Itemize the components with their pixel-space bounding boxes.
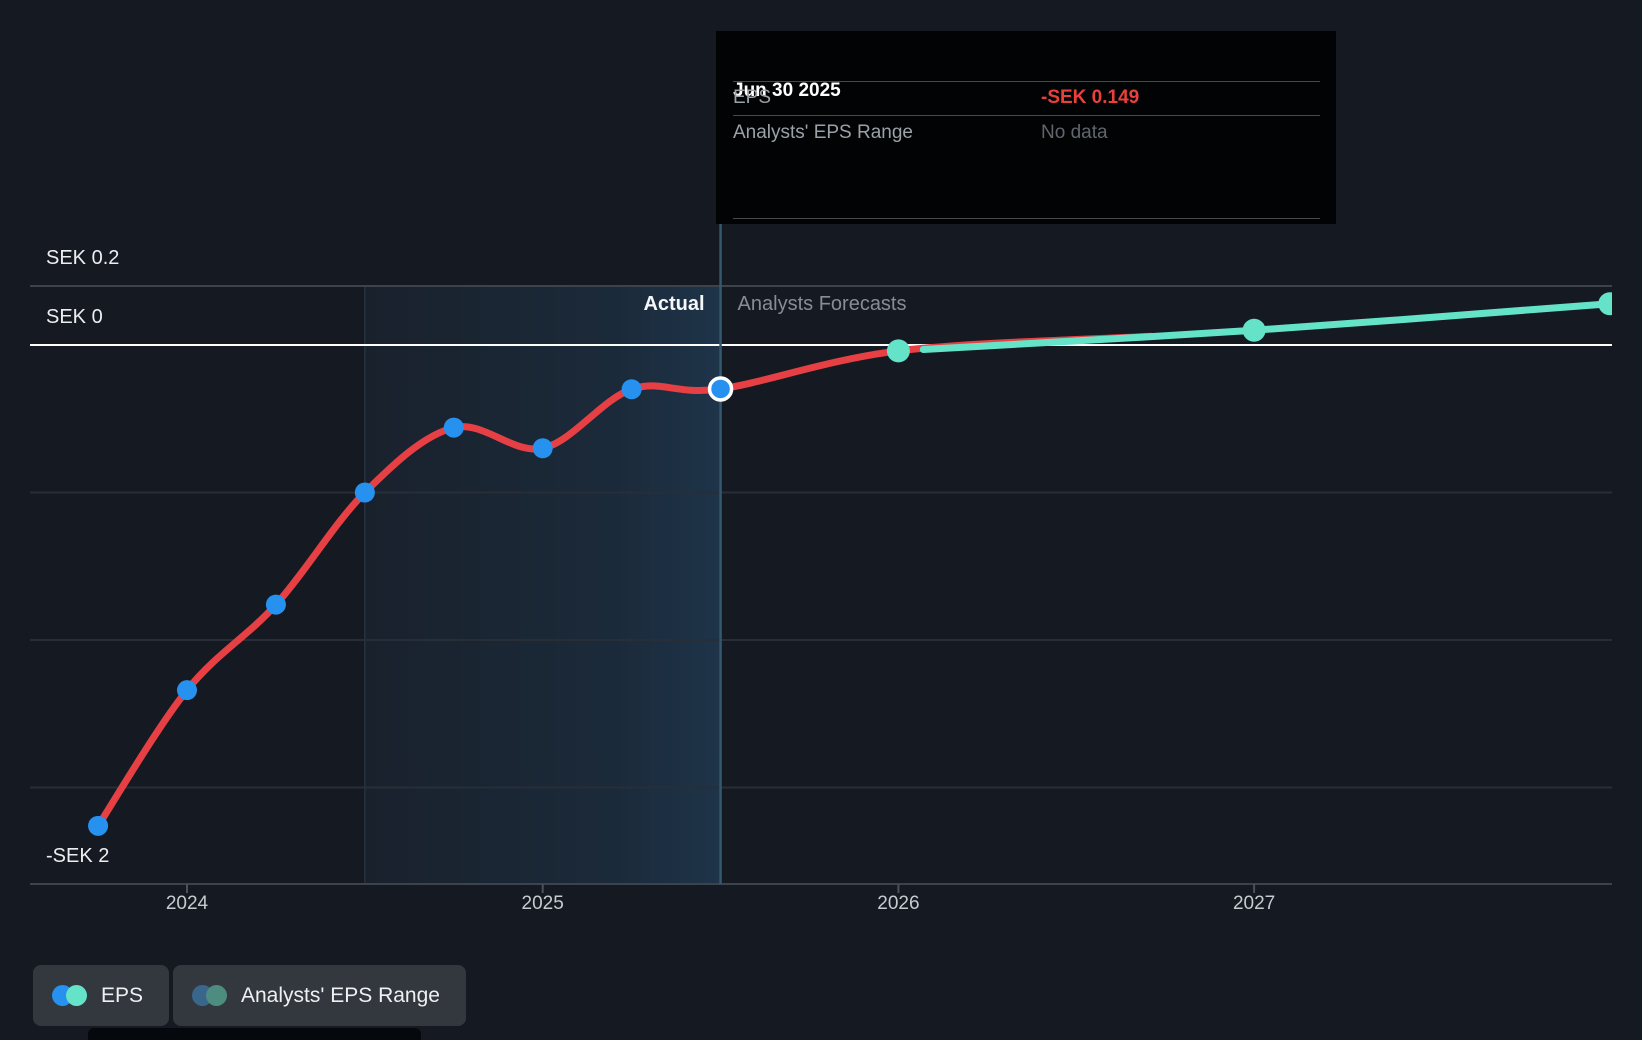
- legend-chip-analysts-eps-range[interactable]: Analysts' EPS Range: [173, 965, 466, 1026]
- reporting-period-highlight: [364, 286, 721, 884]
- data-point-actual-3[interactable]: [354, 482, 375, 503]
- eps-forecast-line: [919, 300, 1612, 353]
- data-point-actual-2[interactable]: [265, 594, 286, 615]
- phase-label-forecast: Analysts Forecasts: [737, 293, 907, 315]
- tooltip-date: Jun 30 2025: [733, 80, 841, 101]
- legend-dot-icon: [206, 985, 227, 1006]
- tooltip-row-label: Analysts' EPS Range: [733, 122, 913, 143]
- data-point-forecast-1[interactable]: [1242, 318, 1266, 342]
- data-point-forecast-2[interactable]: [1598, 292, 1621, 316]
- x-axis-label-2024: 2024: [165, 893, 209, 914]
- y-axis-label: SEK 0.2: [46, 247, 120, 269]
- tooltip-separator: [733, 81, 1320, 82]
- data-point-current-highlighted[interactable]: [707, 376, 734, 402]
- data-point-actual-4[interactable]: [443, 417, 464, 438]
- legend-dot-icon: [66, 985, 87, 1006]
- x-axis-label-2025: 2025: [521, 893, 564, 914]
- legend-label: Analysts' EPS Range: [241, 983, 440, 1007]
- data-point-actual-5[interactable]: [532, 438, 553, 459]
- data-point-actual-0[interactable]: [88, 815, 109, 836]
- chart-tooltip: Jun 30 2025 EPS -SEK 0.149 Analysts' EPS R…: [716, 31, 1336, 224]
- data-point-actual-1[interactable]: [177, 680, 197, 701]
- legend-label: EPS: [101, 983, 144, 1007]
- partially-visible-element-below: [88, 1028, 421, 1040]
- data-point-forecast-0[interactable]: [886, 339, 910, 363]
- legend-chip-eps[interactable]: EPS: [33, 965, 170, 1026]
- tooltip-separator: [733, 115, 1320, 116]
- tooltip-row-value: No data: [1041, 122, 1108, 143]
- tooltip-row: EPS -SEK 0.149: [716, 86, 1336, 110]
- y-axis-label: -SEK 2: [46, 845, 110, 867]
- x-axis-label-2026: 2026: [877, 893, 920, 914]
- tooltip-row-value: -SEK 0.149: [1041, 87, 1140, 108]
- phase-label-actual: Actual: [643, 293, 705, 315]
- tooltip-row: Analysts' EPS Range No data: [716, 121, 1336, 145]
- eps-actual-line: [94, 332, 1155, 830]
- tooltip-bottom-divider: [733, 218, 1320, 219]
- tooltip-row-label: EPS: [733, 87, 772, 108]
- x-axis-label-2027: 2027: [1232, 893, 1276, 914]
- y-axis-label: SEK 0: [46, 306, 103, 328]
- data-point-actual-6[interactable]: [621, 379, 642, 400]
